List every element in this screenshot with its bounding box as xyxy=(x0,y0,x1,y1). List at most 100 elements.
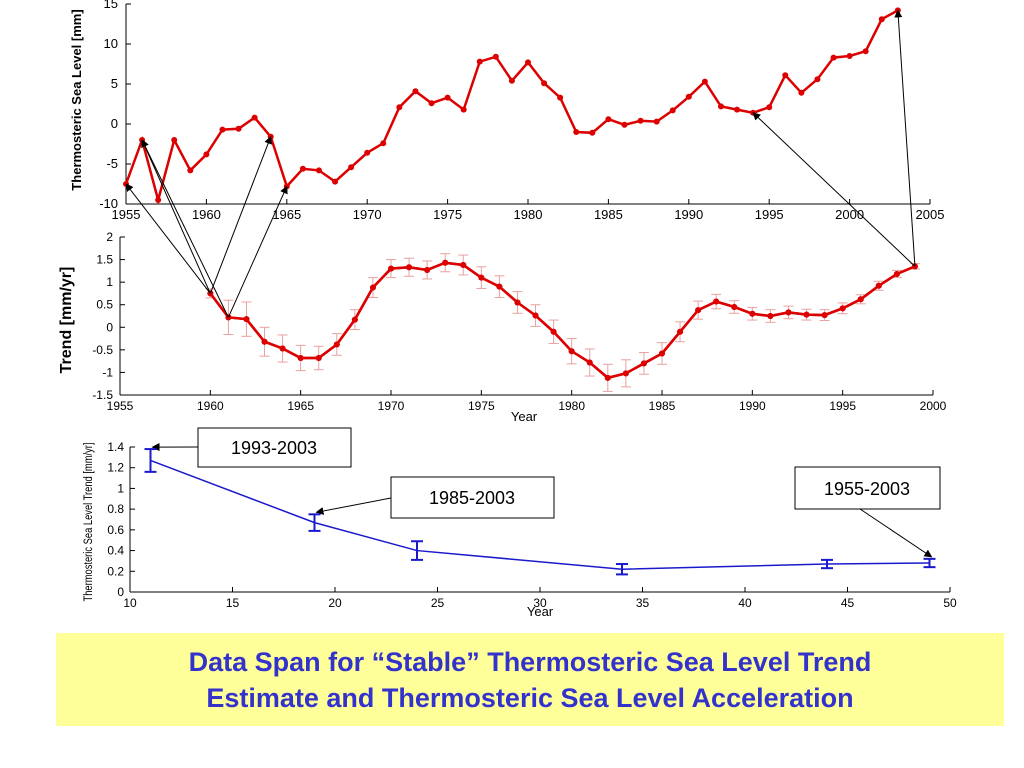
data-point xyxy=(297,354,304,361)
y-tick-label: 2 xyxy=(106,230,113,244)
x-tick-label: 30 xyxy=(533,596,547,610)
data-point xyxy=(525,59,531,66)
connector-arrow xyxy=(209,135,272,294)
data-point xyxy=(460,261,467,268)
x-tick-label: 2000 xyxy=(920,399,947,413)
p2-axes xyxy=(119,236,934,396)
annotation-arrow xyxy=(859,508,933,558)
data-point xyxy=(187,167,194,174)
x-tick-label: 1955 xyxy=(107,399,134,413)
x-tick-label: 1965 xyxy=(287,399,314,413)
annotation-1985-2003-label: 1985-2003 xyxy=(429,488,515,508)
data-point xyxy=(695,307,702,314)
data-point xyxy=(659,350,665,357)
x-tick-label: 25 xyxy=(431,596,445,610)
data-point xyxy=(731,303,738,310)
data-point xyxy=(532,312,539,319)
x-tick-label: 45 xyxy=(841,596,855,610)
data-point xyxy=(299,165,306,172)
data-point xyxy=(589,129,596,136)
x-tick-label: 1970 xyxy=(378,399,405,413)
data-point xyxy=(622,370,629,377)
y-tick-label: 0.6 xyxy=(107,523,124,537)
connector-arrow xyxy=(227,185,288,318)
data-point xyxy=(351,316,358,323)
data-point xyxy=(785,309,792,316)
data-point xyxy=(496,283,503,290)
data-point xyxy=(893,271,900,278)
data-point xyxy=(476,58,483,65)
annotation-1985-2003: 1985-2003 xyxy=(390,476,555,519)
y-tick-label: 0 xyxy=(111,116,118,131)
data-point xyxy=(442,259,449,266)
y-tick-label: 0 xyxy=(106,320,113,334)
p2-ylabel: Trend [mm/yr] xyxy=(58,267,75,374)
data-point xyxy=(568,348,575,355)
data-point xyxy=(315,167,322,174)
x-tick-label: 1960 xyxy=(197,399,224,413)
x-tick-label: 1985 xyxy=(594,207,623,222)
data-point xyxy=(685,93,692,100)
data-point xyxy=(839,305,846,312)
x-tick-label: 1980 xyxy=(514,207,543,222)
connector-arrow xyxy=(894,9,916,267)
p1-ylabel: Thermosteric Sea Level [mm] xyxy=(69,9,84,190)
data-point xyxy=(171,137,178,143)
x-tick-label: 1995 xyxy=(755,207,784,222)
series-line xyxy=(124,9,899,205)
p1-series xyxy=(123,7,901,205)
data-point xyxy=(364,149,371,156)
p2-errorbars xyxy=(205,253,920,392)
data-point xyxy=(557,94,564,101)
data-point xyxy=(669,107,676,114)
caption-line-1: Data Span for “Stable” Thermosteric Sea … xyxy=(188,646,872,677)
data-point xyxy=(333,341,340,348)
data-point xyxy=(406,264,413,271)
p3-series xyxy=(150,459,930,570)
panel-trend: 1955 1960 1965 1970 1975 1980 1985 1990 1995 2000… xyxy=(58,230,947,424)
y-tick-label: -5 xyxy=(106,156,118,171)
data-point xyxy=(388,265,394,272)
data-point xyxy=(315,354,322,361)
p3-ticks: 10 15 20 25 30 35 40 45 50 0 0.2 0.4 0.6 0.8 1 1.2 1.4 xyxy=(107,440,957,610)
data-point xyxy=(637,117,644,124)
panel-trend-vs-span: 10 15 20 25 30 35 40 45 50 0 0.2 0.4 0.6 0.8 1 1.2 1.4 T… xyxy=(82,427,957,619)
data-point xyxy=(444,94,451,101)
y-tick-label: 10 xyxy=(104,36,118,51)
data-point xyxy=(605,116,612,123)
data-point xyxy=(878,16,885,23)
x-tick-label: 15 xyxy=(226,596,240,610)
data-point xyxy=(846,53,853,59)
y-tick-label: 1 xyxy=(106,275,113,289)
p1-ticks: 1955 1960 1965 1970 1975 1980 1985 1990 1995 2000… xyxy=(99,0,944,222)
connector-arrow xyxy=(125,183,211,294)
data-point xyxy=(478,274,485,281)
data-point xyxy=(713,298,720,305)
y-tick-label: -1 xyxy=(102,365,113,379)
data-point xyxy=(814,76,821,83)
y-tick-label: 1.4 xyxy=(107,440,124,454)
data-point xyxy=(767,313,774,319)
p1-axes xyxy=(125,3,931,205)
x-tick-label: 1990 xyxy=(674,207,703,222)
data-point xyxy=(514,299,521,306)
y-tick-label: 15 xyxy=(104,0,118,11)
x-tick-label: 1975 xyxy=(468,399,495,413)
y-tick-label: 1.2 xyxy=(107,461,124,475)
data-point xyxy=(261,338,268,345)
data-point xyxy=(508,77,515,84)
data-point xyxy=(396,104,403,111)
caption-text: Data Span for “Stable” Thermosteric Sea … xyxy=(189,644,872,716)
connector-arrows xyxy=(125,9,933,558)
annotation-arrow xyxy=(315,497,392,515)
data-point xyxy=(604,374,611,381)
data-point xyxy=(235,125,242,132)
y-tick-label: 0 xyxy=(117,585,124,599)
data-point xyxy=(251,114,258,121)
caption-line-2: Estimate and Thermosteric Sea Level Acce… xyxy=(206,682,854,713)
p2-ticks: 1955 1960 1965 1970 1975 1980 1985 1990 1995 2000… xyxy=(92,230,946,413)
data-point xyxy=(782,72,789,79)
data-point xyxy=(766,104,773,111)
x-tick-label: 1965 xyxy=(272,207,301,222)
data-point xyxy=(155,197,162,203)
